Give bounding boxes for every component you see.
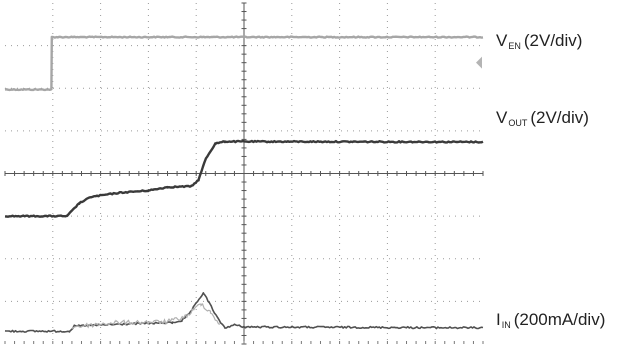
scope-traces bbox=[4, 35, 484, 333]
legend-ven-sub: EN bbox=[508, 41, 521, 51]
legend-iin: IIN (200mA/div) bbox=[496, 310, 605, 330]
scope-grid bbox=[4, 2, 484, 345]
legend-ven-main: V bbox=[496, 31, 508, 50]
legend-vout-main: V bbox=[496, 108, 508, 127]
legend-iin-scale: (200mA/div) bbox=[513, 310, 606, 329]
legend-ven-scale: (2V/div) bbox=[523, 31, 583, 50]
trace-vout bbox=[4, 139, 484, 218]
trace-ven bbox=[4, 35, 484, 92]
legend-vout-scale: (2V/div) bbox=[530, 108, 589, 127]
legend-iin-main: I bbox=[496, 310, 501, 329]
trigger-level-marker-icon bbox=[476, 56, 482, 69]
legend-ven: VEN (2V/div) bbox=[496, 31, 582, 51]
legend-vout-sub: OUT bbox=[508, 118, 528, 128]
legend-vout: VOUT (2V/div) bbox=[496, 108, 589, 128]
legend-iin-sub: IN bbox=[501, 320, 511, 330]
trace-iin-overlay bbox=[71, 302, 221, 330]
